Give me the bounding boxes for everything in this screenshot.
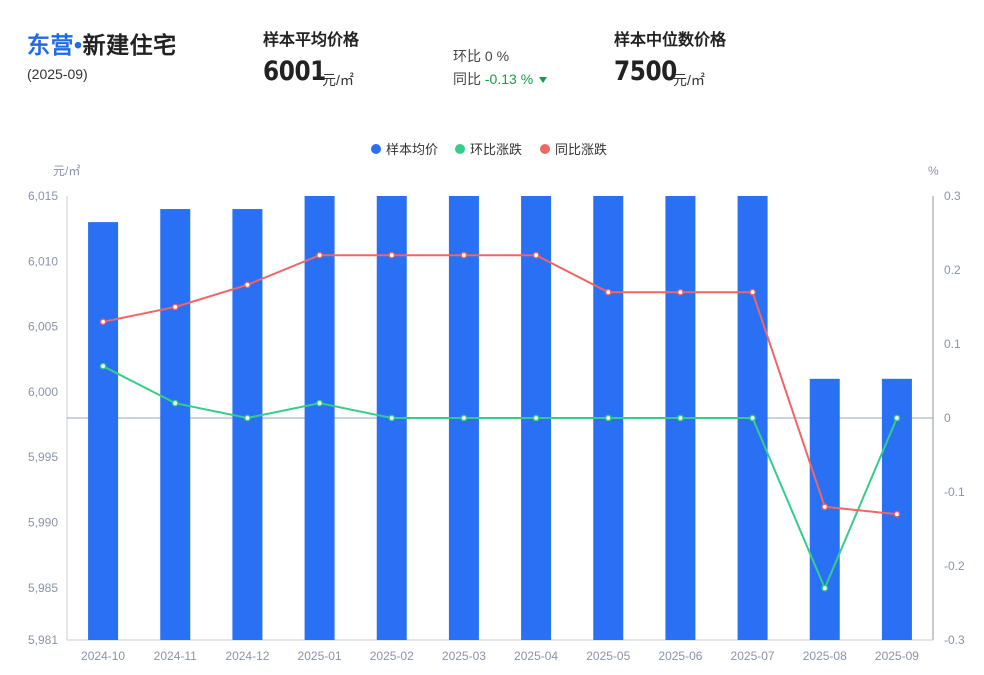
mom-point[interactable] <box>749 414 756 422</box>
legend-marker[interactable] <box>455 144 465 154</box>
yoy-point[interactable] <box>388 251 396 259</box>
yoy-value: -0.13 % <box>484 71 534 87</box>
mom-point[interactable] <box>821 584 829 592</box>
x-tick-label: 2024-11 <box>154 649 197 663</box>
left-tick-label: 6,005 <box>28 320 58 334</box>
price-bar[interactable] <box>881 378 912 640</box>
price-bar[interactable] <box>304 196 335 640</box>
x-tick-label: 2025-05 <box>586 649 630 663</box>
page-title: 东营•新建住宅 <box>27 26 177 60</box>
median-price-unit: 元/㎡ <box>673 72 705 88</box>
mom-point[interactable] <box>532 414 540 422</box>
report-date: (2025-09) <box>27 66 88 82</box>
chart-axes: 元/㎡ % 5,981 5,985 5,990 5,995 6,000 6,005 6,010 6… <box>28 164 965 647</box>
mom-change: 环比 0 % <box>453 46 509 66</box>
price-bar[interactable] <box>160 209 191 640</box>
mom-point[interactable] <box>316 399 323 407</box>
x-tick-label: 2025-07 <box>731 649 775 663</box>
mom-series-line <box>102 365 898 591</box>
right-tick-label: 0 <box>944 411 951 425</box>
x-tick-label: 2024-10 <box>81 649 125 663</box>
left-tick-label: 5,990 <box>28 515 58 529</box>
city-name: 东营 <box>27 32 74 58</box>
x-tick-label: 2024-12 <box>225 649 269 663</box>
price-bar[interactable] <box>88 222 119 640</box>
mom-point[interactable] <box>244 414 251 422</box>
right-tick-label: 0.2 <box>944 263 961 277</box>
x-tick-label: 2025-02 <box>370 649 414 663</box>
yoy-point[interactable] <box>171 303 179 311</box>
price-bar[interactable] <box>232 209 263 640</box>
x-axis-labels: 2024-10 2024-11 2024-12 2025-01 2025-02 2025-… <box>81 649 919 663</box>
right-tick-label: -0.2 <box>944 559 965 573</box>
mom-point[interactable] <box>99 362 107 370</box>
left-tick-label: 6,000 <box>28 385 58 399</box>
yoy-label: 同比 <box>453 71 481 87</box>
left-tick-label: 6,010 <box>28 254 58 268</box>
right-tick-label: 0.3 <box>944 189 961 203</box>
legend-label[interactable]: 环比涨跌 <box>470 142 522 157</box>
right-tick-label: 0.1 <box>944 337 961 351</box>
yoy-point[interactable] <box>99 318 107 326</box>
left-tick-label: 6,015 <box>28 189 58 203</box>
chart-legend: 样本均价 环比涨跌 同比涨跌 <box>371 142 607 157</box>
mom-point[interactable] <box>388 414 396 422</box>
legend-label[interactable]: 同比涨跌 <box>555 142 607 157</box>
median-price-label: 样本中位数价格 <box>614 32 727 49</box>
yoy-point[interactable] <box>749 288 756 296</box>
line-series <box>99 251 901 592</box>
yoy-point[interactable] <box>460 251 468 259</box>
mom-point[interactable] <box>677 414 684 422</box>
yoy-point[interactable] <box>532 251 540 259</box>
legend-label[interactable]: 样本均价 <box>386 142 438 157</box>
x-tick-label: 2025-09 <box>875 649 919 663</box>
title-subtitle: 新建住宅 <box>82 32 177 58</box>
x-tick-label: 2025-03 <box>442 649 486 663</box>
avg-price-label: 样本平均价格 <box>263 32 360 49</box>
median-price-value: 7500 <box>614 56 677 87</box>
avg-price-unit: 元/㎡ <box>322 72 354 88</box>
yoy-point[interactable] <box>821 503 829 511</box>
legend-marker[interactable] <box>540 144 550 154</box>
yoy-series-line <box>102 254 898 516</box>
right-tick-label: -0.3 <box>944 633 965 647</box>
left-tick-label: 5,981 <box>28 633 58 647</box>
yoy-point[interactable] <box>316 251 323 259</box>
mom-value: 0 % <box>484 48 510 64</box>
mom-point[interactable] <box>460 414 468 422</box>
right-axis-unit: % <box>928 164 939 178</box>
legend-marker[interactable] <box>371 144 381 154</box>
mom-point[interactable] <box>893 414 901 422</box>
x-tick-label: 2025-01 <box>298 649 342 663</box>
yoy-change: 同比 -0.13 % <box>453 69 548 89</box>
mom-point[interactable] <box>171 399 179 407</box>
yoy-point[interactable] <box>244 281 251 289</box>
mom-label: 环比 <box>453 48 481 64</box>
right-tick-label: -0.1 <box>944 485 965 499</box>
x-tick-label: 2025-08 <box>803 649 847 663</box>
avg-price-value: 6001 <box>263 56 326 87</box>
x-tick-label: 2025-04 <box>514 649 558 663</box>
left-axis-unit: 元/㎡ <box>53 164 80 178</box>
title-separator: • <box>74 32 83 58</box>
x-tick-label: 2025-06 <box>658 649 702 663</box>
yoy-point[interactable] <box>604 288 612 296</box>
down-triangle-icon <box>539 77 548 84</box>
yoy-point[interactable] <box>677 288 684 296</box>
yoy-point[interactable] <box>893 510 901 518</box>
mom-point[interactable] <box>604 414 612 422</box>
left-tick-label: 5,995 <box>28 450 58 464</box>
left-tick-label: 5,985 <box>28 581 58 595</box>
